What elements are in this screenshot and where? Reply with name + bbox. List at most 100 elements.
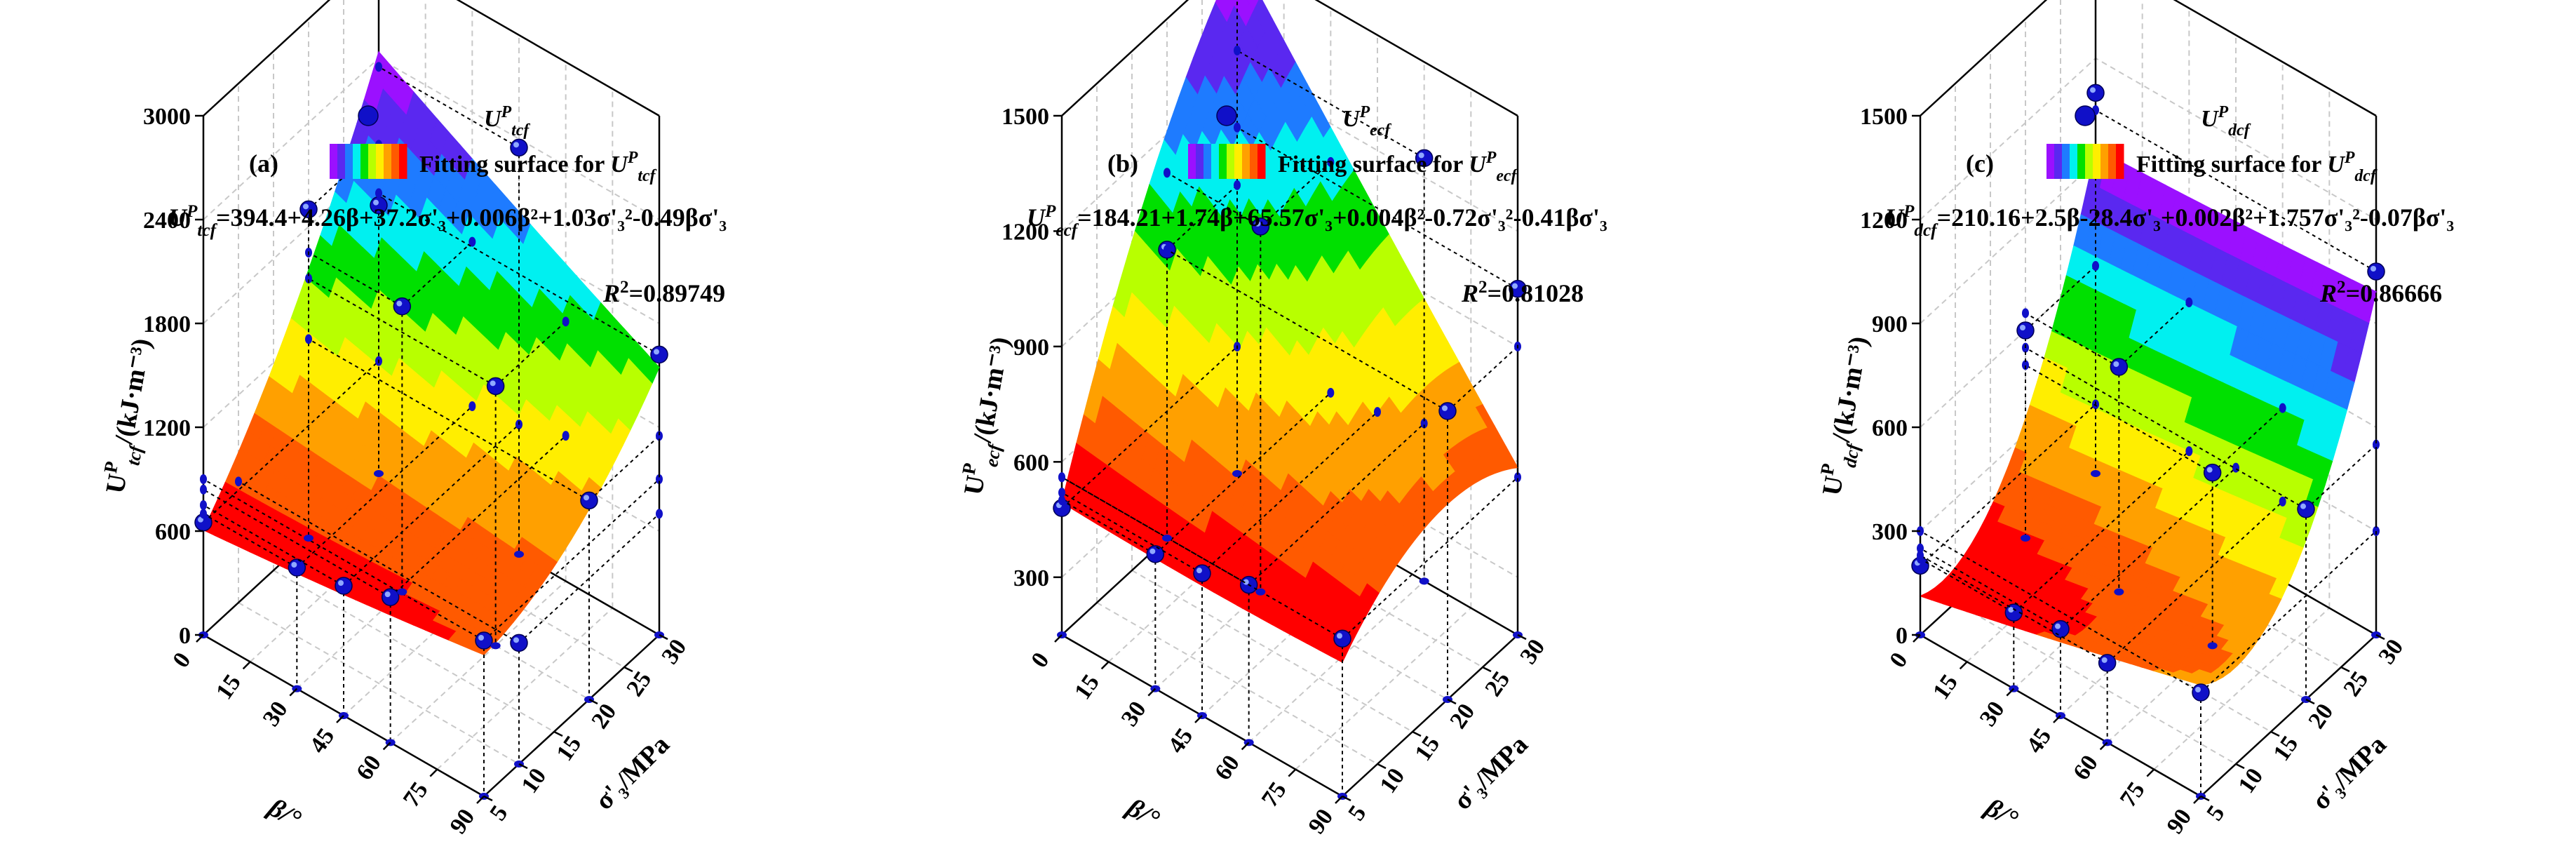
legend-surface-swatch xyxy=(384,144,392,179)
data-point-highlight xyxy=(1512,283,1518,289)
fitting-surface xyxy=(1061,0,1518,663)
y-tick-label: 10 xyxy=(1375,763,1410,798)
wall-projection-point xyxy=(1514,472,1521,483)
y-tick-label: 10 xyxy=(2233,763,2268,798)
x-tick-label: 0 xyxy=(1884,648,1913,672)
data-point-highlight xyxy=(1418,152,1424,159)
projection-line xyxy=(2106,501,2284,664)
data-point-highlight xyxy=(1196,568,1202,574)
data-point xyxy=(486,377,505,396)
y-tick-label: 15 xyxy=(551,731,586,765)
z-tick-label: 900 xyxy=(1013,335,1049,361)
z-tick-label: 1500 xyxy=(1860,104,1908,130)
projection-line xyxy=(203,488,391,598)
legend-surface-swatch xyxy=(1203,144,1212,179)
data-point xyxy=(2110,358,2129,376)
z-tick-label: 900 xyxy=(1872,311,1908,337)
floor-projection-point xyxy=(1232,470,1242,477)
wall-projection-point xyxy=(562,316,569,327)
projection-line xyxy=(1061,346,1238,509)
wall-projection-point xyxy=(1058,495,1065,506)
y-axis-label: σ'₃/MPa xyxy=(589,730,675,816)
legend-surface-swatch xyxy=(337,144,346,179)
projection-line xyxy=(1342,476,1518,639)
projection-line xyxy=(1236,126,1518,290)
x-axis-label: β/° xyxy=(1121,792,1164,834)
legend-surface-swatch xyxy=(2070,144,2078,179)
fitting-equation: UPtcf=394.4+4.26β+37.2σ'₃+0.006β²+1.03σ'… xyxy=(168,202,727,240)
data-point-highlight xyxy=(1442,405,1448,411)
x-tick-label: 0 xyxy=(168,648,196,672)
projection-line xyxy=(2060,467,2237,630)
wall-projection-point xyxy=(375,62,382,72)
legend-surface-swatch xyxy=(1211,144,1220,179)
x-tick-label: 60 xyxy=(2068,751,2103,785)
wall-projection-point xyxy=(1058,488,1065,498)
legend-surface-swatch xyxy=(2093,144,2101,179)
legend-surface-swatch xyxy=(376,144,384,179)
wall-projection-point xyxy=(200,500,207,510)
data-point-highlight xyxy=(384,591,391,598)
x-tick-label: 45 xyxy=(2021,723,2056,758)
legend-surface-swatch xyxy=(2100,144,2109,179)
z-tick-label: 300 xyxy=(1013,565,1049,591)
projection-line xyxy=(588,435,660,502)
wall-projection-point xyxy=(2279,496,2286,507)
legend-surface-swatch xyxy=(345,144,353,179)
wall-projection-point xyxy=(1234,122,1241,133)
data-point-highlight xyxy=(291,562,297,568)
data-point-highlight xyxy=(654,349,659,355)
y-tick-label: 30 xyxy=(2373,634,2408,669)
projection-line xyxy=(1920,547,2061,630)
panel-c: 0 300 600 900 1200 1500 0 15 30 45 60 75 90 5 10 15 20 25… xyxy=(1717,0,2575,851)
z-tick-label: 0 xyxy=(179,623,191,649)
data-point xyxy=(2203,463,2222,482)
projection-line xyxy=(483,478,660,641)
z-tick-label: 3000 xyxy=(143,104,191,130)
panel-tag: (b) xyxy=(1107,149,1138,177)
r-squared: R2=0.89749 xyxy=(602,278,725,308)
projection-line xyxy=(2025,364,2213,474)
floor-projection-point xyxy=(1162,535,1172,542)
projection-line xyxy=(2118,302,2190,368)
legend-point-marker xyxy=(2075,105,2096,126)
data-point xyxy=(2098,654,2117,672)
wall-projection-point xyxy=(656,431,663,441)
r-squared: R2=0.86666 xyxy=(2319,278,2442,308)
floor-projection-point xyxy=(2207,642,2218,650)
wall-projection-point xyxy=(200,474,207,484)
floor-projection-point xyxy=(1419,577,1429,585)
wall-projection-point xyxy=(2022,308,2029,319)
wall-projection-point xyxy=(200,509,207,519)
surface-cell xyxy=(2189,679,2209,685)
wall-projection-point xyxy=(1374,407,1381,417)
legend-surface-swatch xyxy=(2077,144,2086,179)
legend-surface-swatch xyxy=(368,144,377,179)
legend-surface-swatch xyxy=(2108,144,2117,179)
data-point xyxy=(335,577,353,595)
projection-line xyxy=(378,66,520,149)
data-point xyxy=(2297,500,2315,518)
y-tick-label: 25 xyxy=(621,666,656,701)
x-tick-label: 90 xyxy=(1303,804,1338,838)
legend-surface-swatch xyxy=(2062,144,2070,179)
data-point-highlight xyxy=(1255,220,1261,227)
legend-point-marker xyxy=(1216,105,1237,126)
projection-line xyxy=(1920,554,2108,664)
data-point-highlight xyxy=(490,380,496,387)
legend-point-label: UPtcf xyxy=(484,103,530,140)
wall-projection-point xyxy=(200,484,207,495)
legend-surface-swatch xyxy=(2046,144,2055,179)
y-tick-label: 5 xyxy=(1343,800,1371,825)
data-point-highlight xyxy=(1243,579,1249,585)
projection-line xyxy=(1260,161,1332,227)
y-tick-label: 5 xyxy=(2201,800,2230,825)
data-point-highlight xyxy=(1337,633,1342,639)
y-tick-label: 20 xyxy=(586,699,621,733)
projection-line xyxy=(203,360,379,523)
y-tick-label: 30 xyxy=(1515,634,1550,669)
wall-projection-point xyxy=(235,476,242,487)
